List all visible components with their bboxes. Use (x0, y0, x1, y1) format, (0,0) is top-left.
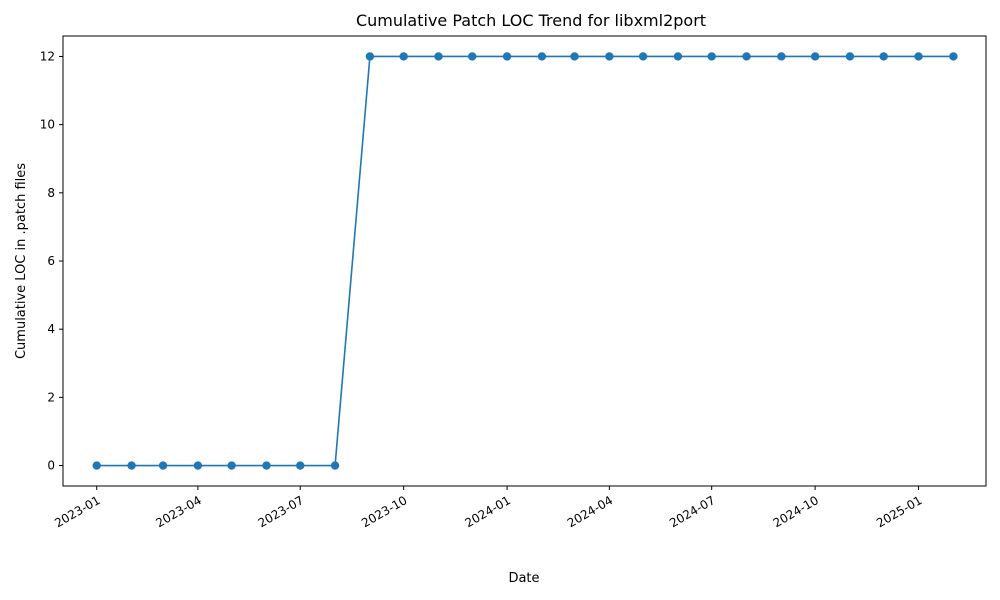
y-tick-label: 12 (40, 49, 55, 63)
data-point (193, 461, 203, 470)
data-point (537, 52, 547, 61)
data-point (673, 52, 683, 61)
chart-title: Cumulative Patch LOC Trend for libxml2po… (356, 11, 706, 30)
y-tick-label: 2 (47, 390, 55, 404)
x-tick-label: 2023-04 (153, 493, 203, 530)
data-point (127, 461, 136, 470)
data-point (949, 52, 958, 61)
data-point (810, 52, 820, 61)
x-tick-label: 2025-01 (874, 493, 924, 530)
x-axis-label: Date (508, 571, 539, 586)
data-point (638, 52, 648, 61)
y-tick-label: 4 (47, 322, 55, 336)
x-tick-label: 2024-07 (667, 493, 717, 530)
data-point (502, 52, 512, 61)
x-tick-label: 2023-01 (52, 493, 102, 530)
data-point (158, 461, 168, 470)
y-axis-label: Cumulative LOC in .patch files (14, 163, 29, 359)
data-point (365, 52, 375, 61)
data-point (296, 461, 305, 470)
x-tick-label: 2024-01 (463, 493, 513, 530)
data-point (468, 52, 477, 61)
data-point (434, 52, 443, 61)
data-point (742, 52, 751, 61)
y-tick-label: 6 (47, 254, 55, 268)
data-point (330, 461, 340, 470)
data-point (879, 52, 888, 61)
data-point (605, 52, 614, 61)
data-point (707, 52, 716, 61)
data-point (777, 52, 786, 61)
data-point (399, 52, 408, 61)
x-tick-label: 2024-04 (565, 493, 615, 530)
data-point (914, 52, 923, 61)
series-line (96, 55, 954, 467)
x-axis: 2023-01 2023-04 2023-07 2023-10 2024-01 2024-… (52, 486, 924, 530)
plot-frame (62, 35, 987, 487)
plot-area (92, 52, 958, 470)
y-tick-label: 10 (40, 118, 55, 132)
y-tick-label: 8 (47, 186, 55, 200)
y-axis: 0 2 4 6 8 10 12 (40, 49, 63, 473)
x-tick-label: 2023-07 (256, 493, 306, 530)
data-point (570, 52, 579, 61)
x-tick-label: 2023-10 (359, 493, 409, 530)
data-point (845, 52, 855, 61)
data-point (262, 461, 271, 470)
y-tick-label: 0 (47, 459, 55, 473)
x-tick-label: 2024-10 (771, 493, 821, 530)
data-point (92, 461, 101, 470)
data-point (227, 461, 236, 470)
